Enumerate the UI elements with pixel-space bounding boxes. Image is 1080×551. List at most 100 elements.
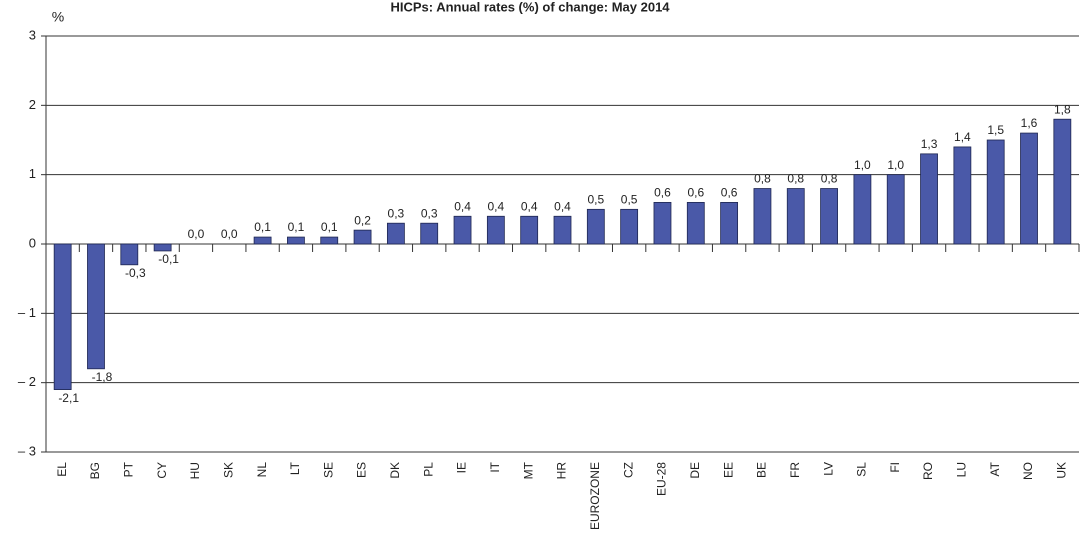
- x-tick-label: DK: [388, 462, 402, 479]
- bar: [120, 243, 139, 266]
- x-tick-label: EUROZONE: [588, 462, 602, 530]
- bar: [287, 236, 305, 245]
- value-label: 0,6: [654, 186, 671, 200]
- x-tick-label: PT: [121, 461, 135, 477]
- value-label: 1,5: [987, 123, 1004, 137]
- value-label: 1,0: [887, 158, 904, 172]
- y-tick-label: 3: [29, 27, 36, 42]
- bar: [520, 215, 539, 245]
- value-label: 1,0: [854, 158, 871, 172]
- bar: [586, 208, 605, 245]
- bar: [153, 243, 172, 252]
- x-tick-label: LU: [955, 462, 969, 477]
- bar: [853, 174, 872, 245]
- value-label: -0,1: [158, 252, 179, 266]
- value-label: 0,0: [221, 227, 238, 241]
- bar: [453, 215, 472, 245]
- value-label: -0,3: [125, 266, 146, 280]
- bar: [553, 215, 572, 245]
- bar: [753, 188, 772, 245]
- y-tick-label: 0: [29, 235, 36, 250]
- y-tick-label: 1: [29, 166, 36, 181]
- x-tick-label: ES: [355, 462, 369, 478]
- x-tick-label: DE: [688, 462, 702, 479]
- bar: [686, 201, 705, 245]
- value-label: 0,0: [188, 227, 205, 241]
- x-tick-label: CZ: [621, 462, 635, 478]
- value-label: 0,6: [721, 186, 738, 200]
- bar: [386, 222, 405, 245]
- value-label: 1,6: [1021, 116, 1038, 130]
- x-tick-label: HR: [555, 462, 569, 480]
- value-label: 0,8: [754, 172, 771, 186]
- value-label: 1,8: [1054, 102, 1071, 116]
- y-tick-label: – 2: [18, 374, 36, 389]
- value-label: 0,5: [621, 193, 638, 207]
- x-tick-label: UK: [1055, 462, 1069, 479]
- bar: [886, 174, 905, 245]
- chart-title: HICPs: Annual rates (%) of change: May 2…: [390, 0, 670, 14]
- x-tick-label: IE: [455, 462, 469, 473]
- bar: [653, 201, 672, 245]
- bar: [53, 243, 72, 391]
- x-tick-label: LT: [288, 461, 302, 475]
- x-tick-label: CY: [155, 462, 169, 479]
- value-label: 0,4: [521, 199, 538, 213]
- bar: [786, 188, 805, 245]
- y-tick-label: 2: [29, 97, 36, 112]
- bar: [986, 139, 1005, 245]
- x-tick-label: PL: [421, 462, 435, 477]
- bar: [620, 208, 639, 245]
- bar: [253, 236, 272, 245]
- bar: [920, 153, 938, 245]
- value-label: 0,2: [354, 213, 371, 227]
- value-label: -2,1: [58, 391, 79, 405]
- x-tick-label: SE: [321, 462, 335, 478]
- value-label: 1,4: [954, 130, 971, 144]
- value-label: 0,1: [254, 220, 271, 234]
- value-label: 1,3: [921, 137, 938, 151]
- y-tick-label: – 3: [18, 443, 36, 458]
- bar: [87, 243, 105, 370]
- value-label: 0,8: [787, 172, 804, 186]
- bar: [320, 236, 339, 245]
- x-tick-label: LV: [821, 462, 835, 476]
- value-label: 0,3: [421, 206, 438, 220]
- bar: [953, 146, 972, 245]
- value-label: 0,1: [321, 220, 338, 234]
- x-tick-label: SL: [855, 462, 869, 477]
- x-tick-label: NL: [255, 462, 269, 478]
- bar: [1020, 132, 1038, 245]
- x-tick-label: EU-28: [655, 462, 669, 496]
- x-tick-label: SK: [221, 462, 235, 478]
- y-axis-label: %: [52, 9, 64, 25]
- x-tick-label: EL: [55, 462, 69, 477]
- bar: [420, 222, 439, 245]
- bar: [720, 201, 739, 245]
- value-label: 0,6: [687, 186, 704, 200]
- value-label: -1,8: [92, 370, 113, 384]
- x-tick-label: FI: [888, 462, 902, 473]
- y-tick-label: – 1: [18, 305, 36, 320]
- value-label: 0,4: [488, 199, 505, 213]
- bar: [820, 188, 838, 245]
- value-label: 0,5: [587, 193, 604, 207]
- x-tick-label: BG: [88, 462, 102, 479]
- x-tick-label: FR: [788, 462, 802, 478]
- value-label: 0,4: [554, 199, 571, 213]
- bar: [1053, 118, 1072, 245]
- x-tick-label: BE: [755, 462, 769, 478]
- x-tick-label: HU: [188, 462, 202, 479]
- x-tick-label: AT: [988, 461, 1002, 476]
- x-tick-label: NO: [1021, 462, 1035, 480]
- value-label: 0,8: [821, 172, 838, 186]
- x-tick-label: MT: [521, 461, 535, 479]
- bar: [353, 229, 372, 245]
- value-label: 0,3: [388, 206, 405, 220]
- x-tick-label: EE: [721, 462, 735, 478]
- bar: [486, 215, 505, 245]
- value-label: 0,4: [454, 199, 471, 213]
- value-label: 0,1: [288, 220, 305, 234]
- x-tick-label: RO: [921, 462, 935, 480]
